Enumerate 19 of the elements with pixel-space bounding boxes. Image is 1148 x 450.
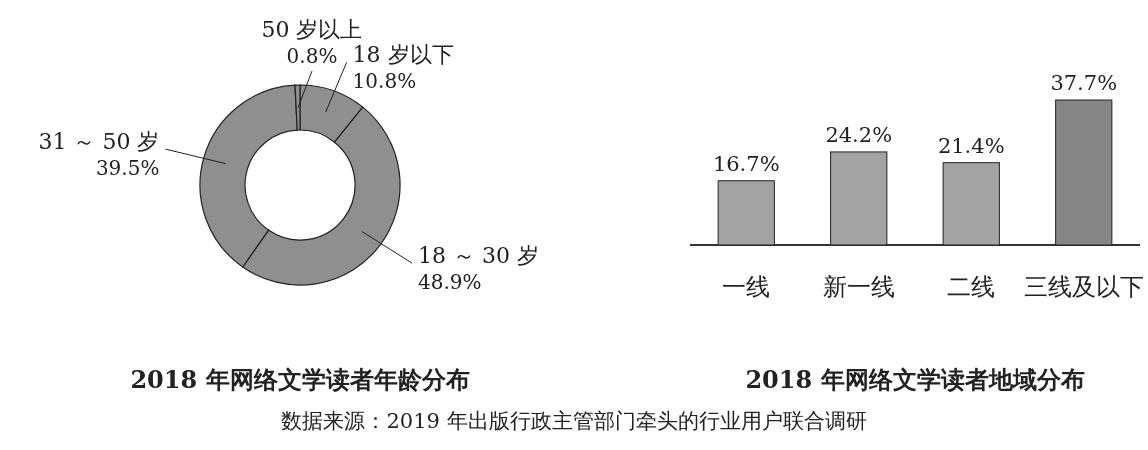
text: 2018 年网络文学读者地域分布 (745, 365, 1085, 394)
slice-label: 31 ～ 50 岁 (38, 129, 160, 155)
slice-label: 50 岁以上 (261, 17, 363, 42)
text: 2018 年网络文学读者年龄分布 (130, 365, 470, 394)
x-tick-label: 新一线 (822, 273, 895, 301)
data-label: 16.7% (712, 151, 780, 176)
data-label: 39.5% (95, 156, 160, 181)
slice-label: 18 ～ 30 岁 (417, 243, 539, 269)
slice-label: 18 岁以下 (352, 42, 454, 68)
x-tick-label: 三线及以下 (1023, 273, 1144, 301)
data-label: 37.7% (1050, 71, 1118, 95)
x-tick-label: 一线 (722, 273, 771, 301)
data-label: 0.8% (286, 44, 338, 68)
data-label: 48.9% (417, 270, 482, 295)
x-tick-label: 二线 (947, 273, 996, 301)
source-note: 数据来源：2019 年出版行政主管部门牵头的行业用户联合调研 (281, 409, 867, 433)
data-label: 21.4% (937, 133, 1005, 158)
data-label: 24.2% (825, 122, 893, 147)
data-label: 10.8% (352, 69, 417, 94)
